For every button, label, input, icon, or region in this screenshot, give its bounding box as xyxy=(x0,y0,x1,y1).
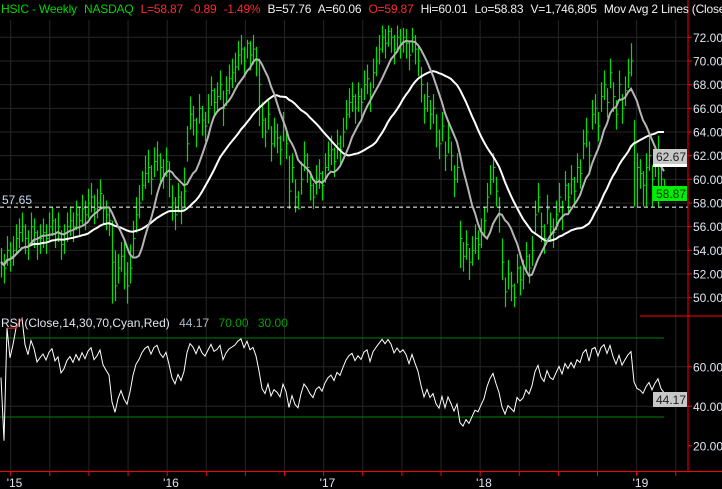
ma-value-tag: 62.67 xyxy=(653,149,687,167)
symbol-label: HSIC - Weekly xyxy=(1,2,77,16)
price-tick-label: 68.00 xyxy=(693,78,722,92)
svg-text:58.87: 58.87 xyxy=(656,187,686,201)
rsi-overbought-segment xyxy=(7,318,23,329)
study-label[interactable]: Mov Avg 2 Lines (Close,2 ... xyxy=(603,2,722,16)
rsi-lower-level: 30.00 xyxy=(257,316,288,330)
bid: B=57.76 xyxy=(267,2,312,16)
time-tick-label: '18 xyxy=(476,476,492,489)
price-tick-label: 64.00 xyxy=(693,125,722,139)
time-tick-label: '15 xyxy=(7,476,23,489)
volume: V=1,746,805 xyxy=(530,2,597,16)
moving-average-slow-line xyxy=(0,70,664,267)
time-tick-label: '19 xyxy=(633,476,649,489)
rsi-header: RSI (Close,14,30,70,Cyan,Red) 44.17 70.0… xyxy=(1,316,294,330)
gridlines xyxy=(0,20,688,471)
open: O=59.87 xyxy=(368,2,414,16)
price-tick-label: 72.00 xyxy=(693,31,722,45)
rsi-study-label[interactable]: RSI (Close,14,30,70,Cyan,Red) xyxy=(1,316,170,330)
rsi-value-tag: 44.17 xyxy=(653,392,687,407)
rsi-axis[interactable]: 20.00 40.00 60.00 xyxy=(688,360,722,453)
price-tick-label: 60.00 xyxy=(693,173,722,187)
last-price: L=58.87 xyxy=(140,2,184,16)
price-tick-label: 70.00 xyxy=(693,54,722,68)
rsi-tick-label: 60.00 xyxy=(693,360,722,374)
time-tick-label: '17 xyxy=(320,476,336,489)
price-tick-label: 58.00 xyxy=(693,197,722,211)
low: Lo=58.83 xyxy=(474,2,524,16)
change: -0.89 xyxy=(190,2,217,16)
price-tick-label: 52.00 xyxy=(693,268,722,282)
moving-average-fast-line xyxy=(0,39,665,278)
svg-text:62.67: 62.67 xyxy=(656,150,686,164)
price-tick-label: 62.00 xyxy=(693,149,722,163)
price-tick-label: 66.00 xyxy=(693,102,722,116)
ask: A=60.06 xyxy=(317,2,362,16)
exchange-label: NASDAQ xyxy=(84,2,134,16)
price-axis[interactable]: 50.00 52.00 54.00 56.00 58.00 60.00 62.00 64.00… xyxy=(688,31,722,305)
price-bars xyxy=(0,25,667,308)
high: Hi=60.01 xyxy=(420,2,468,16)
rsi-value: 44.17 xyxy=(179,316,210,330)
time-axis[interactable]: '15 '16 '17 '18 '19 xyxy=(7,471,677,489)
price-tick-label: 56.00 xyxy=(693,220,722,234)
rsi-tick-label: 40.00 xyxy=(693,400,722,414)
rsi-line xyxy=(0,316,665,441)
rsi-tick-label: 20.00 xyxy=(693,439,722,453)
rsi-upper-level: 70.00 xyxy=(218,316,249,330)
reference-line-label: 57.65 xyxy=(2,193,32,207)
time-tick-label: '16 xyxy=(163,476,179,489)
svg-text:44.17: 44.17 xyxy=(656,393,686,407)
change-percent: -1.49% xyxy=(223,2,261,16)
price-tick-label: 50.00 xyxy=(693,291,722,305)
quote-header: HSIC - Weekly NASDAQ L=58.87 -0.89 -1.49… xyxy=(1,2,722,16)
last-price-tag: 58.87 xyxy=(653,186,687,201)
price-tick-label: 54.00 xyxy=(693,244,722,258)
